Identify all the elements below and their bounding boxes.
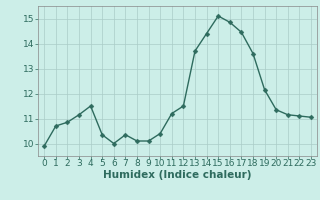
X-axis label: Humidex (Indice chaleur): Humidex (Indice chaleur) bbox=[103, 170, 252, 180]
